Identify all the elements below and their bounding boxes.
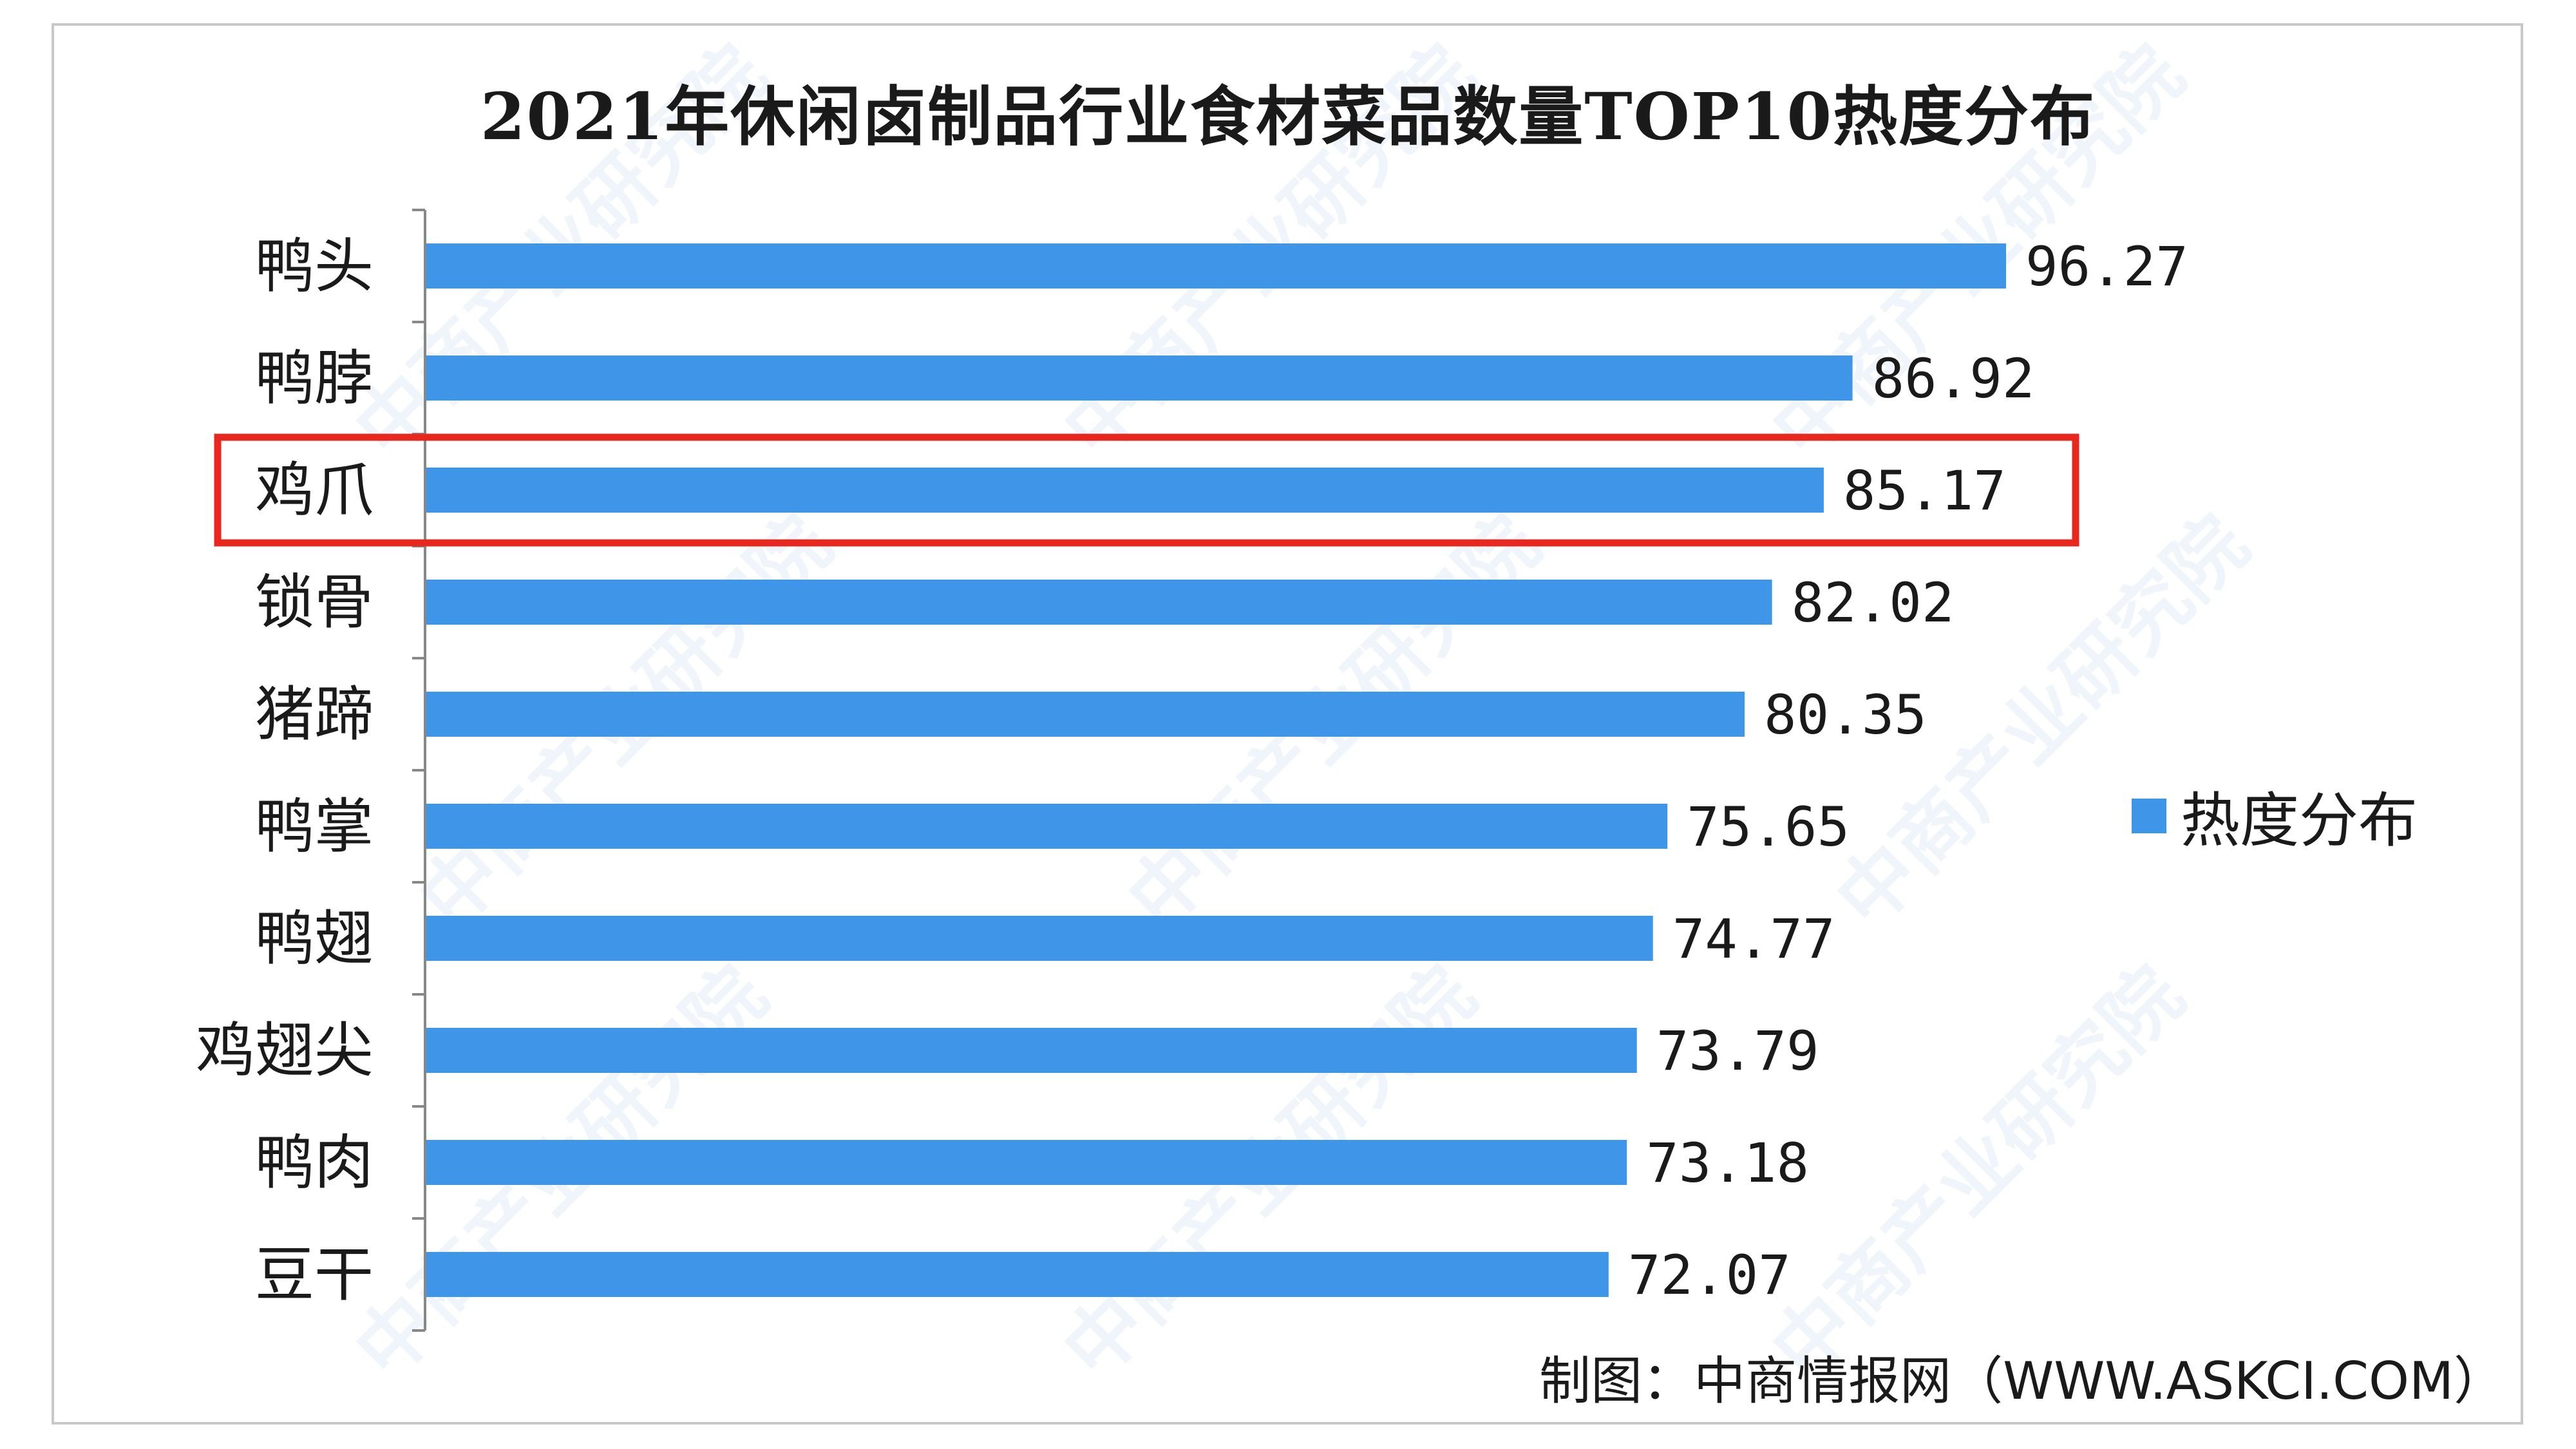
bar-8 xyxy=(425,1028,1637,1073)
value-label: 80.35 xyxy=(1764,683,1927,746)
category-label: 鸭肉 xyxy=(255,1128,374,1197)
bar-2 xyxy=(425,355,1853,401)
category-label: 豆干 xyxy=(255,1240,374,1309)
bar-3 xyxy=(425,468,1824,513)
value-label: 73.79 xyxy=(1656,1019,1819,1083)
category-label: 鸡爪 xyxy=(255,456,374,525)
value-label: 96.27 xyxy=(2025,235,2188,298)
value-label: 73.18 xyxy=(1646,1132,1809,1195)
category-label: 鸡翅尖 xyxy=(196,1016,374,1085)
bar-6 xyxy=(425,804,1668,849)
category-label: 猪蹄 xyxy=(255,680,374,749)
chart-title: 2021年休闲卤制品行业食材菜品数量TOP10热度分布 xyxy=(480,79,2096,155)
category-label: 鸭翅 xyxy=(255,904,374,973)
bar-group xyxy=(425,243,2006,1297)
value-label: 86.92 xyxy=(1872,347,2035,410)
legend: 热度分布 xyxy=(2132,773,2418,858)
bar-7 xyxy=(425,916,1653,961)
value-label: 82.02 xyxy=(1792,571,1955,634)
value-label-group: 96.27 86.92 85.17 82.02 80.35 75.65 74.77 73.79… xyxy=(1628,235,2188,1307)
bar-5 xyxy=(425,692,1745,737)
bar-9 xyxy=(425,1140,1627,1185)
highlight-group xyxy=(214,433,2079,547)
value-label: 72.07 xyxy=(1628,1244,1791,1307)
legend-swatch xyxy=(2132,798,2166,833)
bar-4 xyxy=(425,580,1772,625)
watermark-text: 中商产业研究院 xyxy=(1755,950,2201,1396)
bar-1 xyxy=(425,243,2006,289)
value-label: 74.77 xyxy=(1672,907,1835,971)
category-label: 锁骨 xyxy=(255,568,374,637)
value-label: 75.65 xyxy=(1687,795,1850,858)
category-label: 鸭脖 xyxy=(255,344,374,413)
source-credit: 制图：中商情报网（WWW.ASKCI.COM） xyxy=(1539,1351,2505,1411)
bar-10 xyxy=(425,1252,1609,1297)
value-label: 85.17 xyxy=(1843,459,2006,522)
legend-label: 热度分布 xyxy=(2181,786,2418,855)
category-label: 鸭掌 xyxy=(255,792,374,861)
highlight-box xyxy=(214,433,2079,547)
category-label: 鸭头 xyxy=(255,232,374,301)
